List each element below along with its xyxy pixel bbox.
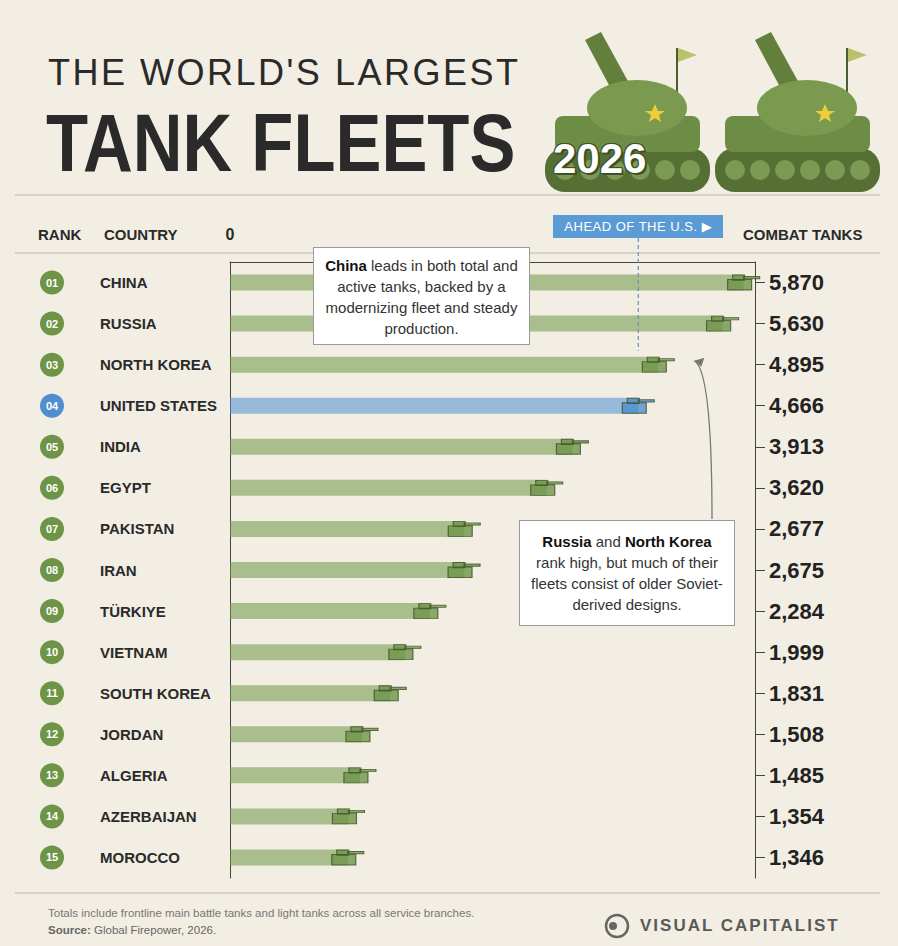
svg-text:CHINA: CHINA (100, 274, 148, 291)
svg-text:01: 01 (46, 277, 58, 289)
svg-text:12: 12 (46, 728, 58, 740)
svg-text:UNITED STATES: UNITED STATES (100, 397, 217, 414)
svg-text:10: 10 (46, 646, 58, 658)
svg-text:06: 06 (46, 482, 58, 494)
html-text:Totals include frontline main: Totals include frontline main battle tan… (48, 907, 475, 919)
svg-text:09: 09 (46, 605, 58, 617)
svg-text:2,284: 2,284 (769, 599, 825, 624)
html-text:rank high, but much of their f: rank high, but much of their fleets cons… (531, 554, 723, 613)
svg-text:4,666: 4,666 (769, 393, 824, 418)
svg-text:3,620: 3,620 (769, 475, 824, 500)
svg-text:1,831: 1,831 (769, 681, 824, 706)
html-text:Source: Global Firepower, 2026: Source: Global Firepower, 2026. (48, 924, 217, 936)
svg-text:1,346: 1,346 (769, 845, 824, 870)
html-text:Russia and North Korea: Russia and North Korea (542, 533, 712, 550)
svg-text:3,913: 3,913 (769, 434, 824, 459)
html-text:VISUAL CAPITALIST: VISUAL CAPITALIST (640, 916, 840, 935)
svg-text:5,870: 5,870 (769, 270, 824, 295)
svg-text:08: 08 (46, 564, 58, 576)
svg-text:13: 13 (46, 769, 58, 781)
svg-text:02: 02 (46, 318, 58, 330)
svg-text:TÜRKIYE: TÜRKIYE (100, 603, 166, 620)
svg-text:14: 14 (46, 810, 59, 822)
svg-text:0: 0 (226, 226, 235, 243)
svg-text:1,354: 1,354 (769, 804, 825, 829)
svg-text:15: 15 (46, 851, 58, 863)
html-text:2026: 2026 (553, 135, 647, 182)
html-text:TANK FLEETS: TANK FLEETS (46, 97, 516, 188)
svg-text:RUSSIA: RUSSIA (100, 315, 157, 332)
svg-text:1,485: 1,485 (769, 763, 824, 788)
svg-text:04: 04 (46, 400, 59, 412)
svg-text:MOROCCO: MOROCCO (100, 849, 180, 866)
html-text:AHEAD OF THE U.S. ▶: AHEAD OF THE U.S. ▶ (564, 219, 713, 234)
html-text:COMBAT TANKS: COMBAT TANKS (743, 226, 863, 243)
svg-text:11: 11 (46, 687, 58, 699)
svg-text:1,999: 1,999 (769, 640, 824, 665)
svg-text:05: 05 (46, 441, 58, 453)
svg-text:ALGERIA: ALGERIA (100, 767, 168, 784)
html-text:China leads in both total and: China leads in both total and active tan… (325, 257, 518, 337)
svg-text:5,630: 5,630 (769, 311, 824, 336)
svg-text:03: 03 (46, 359, 58, 371)
svg-text:EGYPT: EGYPT (100, 479, 151, 496)
svg-text:VIETNAM: VIETNAM (100, 644, 168, 661)
svg-text:IRAN: IRAN (100, 562, 137, 579)
html-text:COUNTRY: COUNTRY (104, 226, 178, 243)
html-text:RANK: RANK (38, 226, 82, 243)
svg-text:1,508: 1,508 (769, 722, 824, 747)
svg-text:PAKISTAN: PAKISTAN (100, 520, 174, 537)
html-text:THE WORLD'S LARGEST: THE WORLD'S LARGEST (48, 52, 521, 93)
svg-text:JORDAN: JORDAN (100, 726, 163, 743)
svg-text:AZERBAIJAN: AZERBAIJAN (100, 808, 197, 825)
svg-text:INDIA: INDIA (100, 438, 141, 455)
svg-text:SOUTH KOREA: SOUTH KOREA (100, 685, 211, 702)
svg-text:2,677: 2,677 (769, 516, 824, 541)
svg-text:4,895: 4,895 (769, 352, 824, 377)
svg-text:07: 07 (46, 523, 58, 535)
svg-text:2,675: 2,675 (769, 558, 824, 583)
svg-text:NORTH KOREA: NORTH KOREA (100, 356, 212, 373)
